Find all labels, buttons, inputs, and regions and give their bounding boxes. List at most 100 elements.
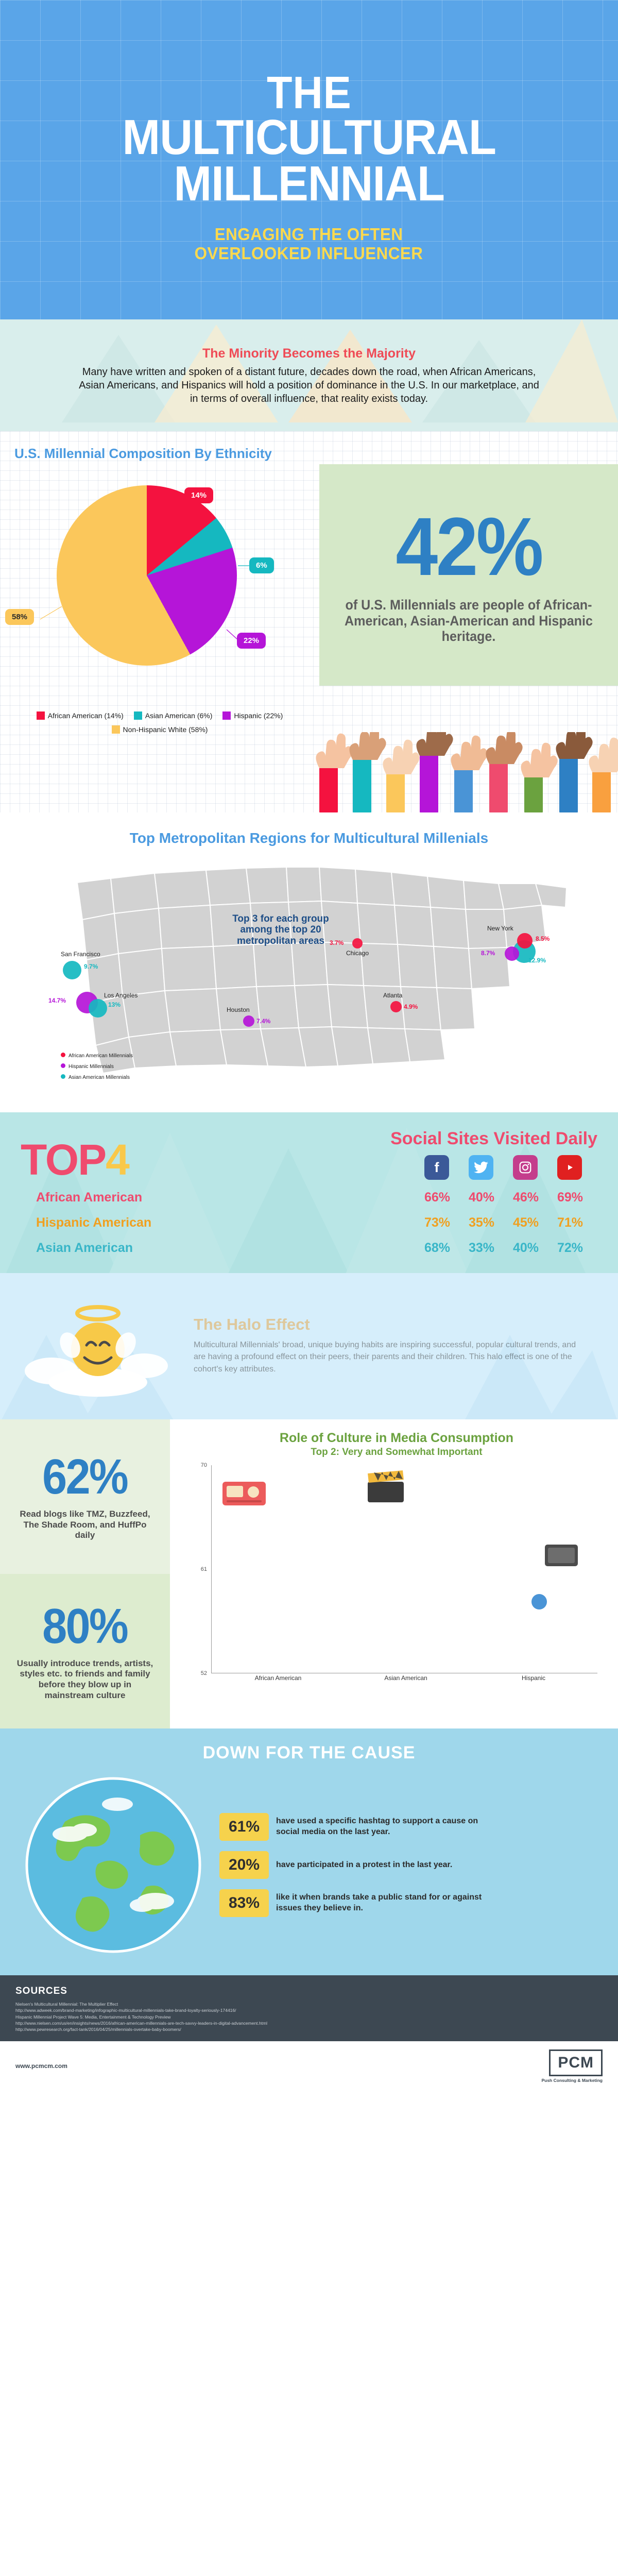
map-legend-label: Asian American Millennials [68, 1075, 130, 1080]
legend-swatch [222, 711, 231, 720]
cause-item: 20% have participated in a protest in th… [219, 1851, 587, 1879]
pie-chart-title: U.S. Millennial Composition By Ethnicity [14, 446, 272, 461]
map-dot-new-york-african-american [517, 933, 533, 948]
footer-url[interactable]: www.pcmcm.com [15, 2062, 67, 2070]
legend-swatch [111, 725, 120, 734]
cause-heading: DOWN FOR THE CAUSE [202, 1743, 416, 1762]
map-city-label-san-francisco: San Francisco [61, 951, 100, 958]
top4-row-values: 66% 40% 46% 69% [175, 1190, 597, 1205]
value-facebook: 73% [424, 1215, 451, 1230]
subtitle-line-2: OVERLOOKED INFLUENCER [195, 243, 423, 263]
sources-list: Nielsen's Multicultural Millennial: The … [15, 2002, 267, 2032]
pie-label-african-american: 14% [184, 487, 214, 503]
globe-icon [25, 1777, 201, 1953]
cause-body: 61% have used a specific hashtag to supp… [0, 1772, 618, 1958]
cause-item-text: like it when brands take a public stand … [276, 1893, 482, 1912]
legend-item: Hispanic (22%) [222, 709, 283, 723]
map-legend-swatch [61, 1063, 65, 1068]
map-dot-san-francisco-asian [63, 961, 81, 979]
map-city-label-los-angeles: Los Angeles [104, 992, 138, 999]
cause-items: 61% have used a specific hashtag to supp… [219, 1813, 597, 1917]
twitter-bird-glyph [474, 1161, 488, 1174]
top4-row-hispanic-american: Hispanic American 73% 35% 45% 71% [21, 1215, 597, 1230]
twitter-icon[interactable] [469, 1155, 493, 1180]
culture-stat-62-value: 62% [42, 1449, 129, 1504]
television-icon [545, 1545, 578, 1566]
sources-section: SOURCES Nielsen's Multicultural Millenni… [0, 1975, 618, 2041]
map-value-los-angeles-asian: 13% [108, 1001, 121, 1008]
pie-label-hispanic: 22% [237, 633, 266, 649]
cause-item: 83% like it when brands take a public st… [219, 1889, 587, 1917]
culture-stat-62-caption: Read blogs like TMZ, Buzzfeed, The Shade… [20, 1509, 150, 1540]
chart-y-axis: 70 61 52 [194, 1462, 209, 1676]
title-line-1: THE [266, 67, 352, 118]
value-facebook: 68% [424, 1241, 451, 1255]
cause-item-percent: 61% [219, 1813, 269, 1841]
map-city-label-new-york: New York [487, 925, 513, 932]
map-value-atlanta-african-american: 4.9% [404, 1003, 418, 1010]
legend-label: Non-Hispanic White (58%) [123, 725, 208, 734]
map-legend-swatch [61, 1074, 65, 1079]
top4-row-label: Asian American [36, 1241, 133, 1255]
culture-stat-80-value: 80% [42, 1598, 129, 1654]
pie-label-asian-american: 6% [249, 557, 274, 573]
legend-item: Non-Hispanic White (58%) [111, 723, 208, 737]
culture-bar-chart: 70 61 52 [201, 1462, 597, 1687]
footer-section: www.pcmcm.com PCM Push Consulting & Mark… [0, 2041, 618, 2093]
youtube-icon[interactable] [557, 1155, 582, 1180]
cause-item-percent: 20% [219, 1851, 269, 1879]
facebook-icon[interactable]: f [424, 1155, 449, 1180]
cause-item: 61% have used a specific hashtag to supp… [219, 1813, 587, 1841]
header-section: THE MULTICULTURAL MILLENNIAL ENGAGING TH… [0, 0, 618, 319]
value-instagram: 40% [513, 1241, 539, 1255]
chart-axis-vertical [211, 1465, 212, 1673]
cause-item-text: have participated in a protest in the la… [276, 1860, 453, 1869]
top4-wordmark: TOP4 [21, 1138, 130, 1181]
map-value-new-york-african-american: 8.5% [536, 935, 550, 942]
map-dot-chicago-african-american [352, 938, 363, 948]
pcm-tagline: Push Consulting & Marketing [541, 2077, 603, 2083]
chart-x-labels: African American Asian American Hispanic [214, 1674, 597, 1687]
top4-section: TOP4 Social Sites Visited Daily f [0, 1112, 618, 1273]
page-title: THE MULTICULTURAL MILLENNIAL [122, 70, 496, 209]
legend-item: African American (14%) [36, 709, 124, 723]
top4-row-values: 73% 35% 45% 71% [175, 1215, 597, 1230]
instagram-camera-glyph [519, 1161, 531, 1174]
map-title: Top Metropolitan Regions for Multicultur… [129, 830, 489, 846]
chart-subtitle: Top 2: Very and Somewhat Important [311, 1447, 483, 1458]
us-map: Top 3 for each group among the top 20 me… [0, 852, 618, 1099]
stat-42-panel: 42% of U.S. Millennials are people of Af… [319, 464, 618, 686]
top4-word-number: 4 [106, 1136, 130, 1184]
angel-emoji-icon [25, 1305, 168, 1397]
culture-section: 62% Read blogs like TMZ, Buzzfeed, The S… [0, 1419, 618, 1728]
value-twitter: 33% [469, 1241, 495, 1255]
cause-item-percent: 83% [219, 1889, 269, 1917]
map-note: Top 3 for each group among the top 20 me… [232, 913, 329, 946]
cause-item-text: have used a specific hashtag to support … [276, 1817, 478, 1836]
instagram-icon[interactable] [513, 1155, 538, 1180]
map-value-new-york-asian: 12.9% [528, 957, 546, 964]
pcm-logo-box: PCM [549, 2049, 603, 2076]
map-value-los-angeles-hispanic: 14.7% [48, 997, 66, 1004]
x-tick-label: Asian American [384, 1674, 427, 1682]
stat-42-caption: of U.S. Millennials are people of Africa… [345, 597, 593, 645]
stat-42-value: 42% [396, 500, 543, 593]
y-tick: 61 [200, 1566, 207, 1572]
legend-label: African American (14%) [47, 711, 124, 720]
top4-row-label: African American [36, 1190, 143, 1205]
blue-dot-icon [531, 1594, 547, 1609]
map-section: Top Metropolitan Regions for Multicultur… [0, 812, 618, 1112]
top4-row-asian-american: Asian American 68% 33% 40% 72% [21, 1241, 597, 1256]
infographic-page: THE MULTICULTURAL MILLENNIAL ENGAGING TH… [0, 0, 618, 2093]
legend-swatch [36, 711, 45, 720]
youtube-play-glyph [568, 1165, 573, 1170]
culture-stat-80: 80% Usually introduce trends, artists, s… [0, 1574, 170, 1728]
top4-heading: Social Sites Visited Daily [390, 1129, 597, 1148]
intro-section: The Minority Becomes the Majority Many h… [0, 319, 618, 431]
radio-icon [222, 1482, 266, 1505]
pie-chart-graphic [57, 485, 237, 666]
map-city-label-houston: Houston [227, 1006, 250, 1013]
map-legend-swatch [61, 1053, 65, 1057]
clapperboard-icon [368, 1470, 404, 1502]
top4-header-row: TOP4 Social Sites Visited Daily f [21, 1129, 597, 1181]
